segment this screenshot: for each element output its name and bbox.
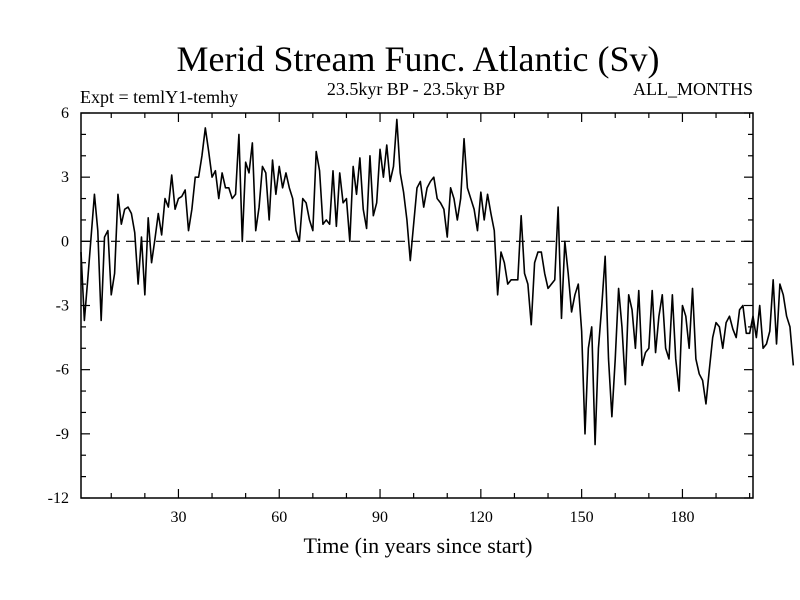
plot-area: 30 60 90 120 150 180 630-3-6-9-12 (48, 105, 795, 526)
y-tick-label: 3 (61, 169, 69, 186)
y-tick-label: 6 (61, 105, 69, 122)
y-axis: 6 3 0 -3 -6 -9 -12 (48, 105, 753, 507)
x-tick-label: 90 (372, 509, 388, 526)
x-axis: 30 60 90 120 150 180 (110, 113, 751, 526)
x-tick-label: 180 (670, 509, 694, 526)
y-tick-label: -12 (48, 490, 69, 507)
y-tick-label: -9 (56, 426, 69, 443)
x-tick-label: 150 (570, 509, 594, 526)
chart-title: Merid Stream Func. Atlantic (Sv) (177, 39, 660, 79)
subtitle-center: 23.5kyr BP - 23.5kyr BP (327, 79, 505, 99)
y-tick-label: 0 (61, 233, 69, 250)
x-axis-label: Time (in years since start) (304, 533, 533, 558)
y-tick-label: -6 (56, 362, 69, 379)
subtitle-right: ALL_MONTHS (633, 79, 753, 99)
plot-frame (80, 112, 754, 499)
subtitle-left: Expt = temlY1-temhy (80, 87, 238, 107)
x-tick-label: 60 (271, 509, 287, 526)
x-tick-label: 120 (469, 509, 493, 526)
x-tick-label: 30 (170, 509, 186, 526)
series-line (80, 118, 795, 446)
y-tick-label: -3 (56, 298, 69, 315)
